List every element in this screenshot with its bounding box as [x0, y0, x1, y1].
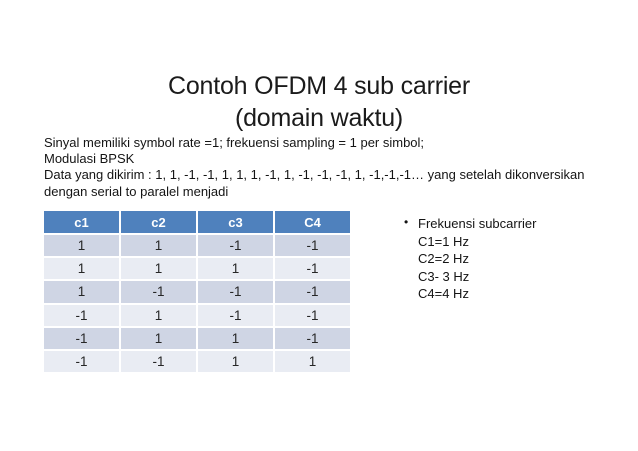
table-header-cell: c1	[44, 211, 119, 233]
frequency-list-heading: • Frekuensi subcarrier	[404, 215, 537, 233]
table-cell: 1	[275, 350, 350, 373]
slide-title-line1: Contoh OFDM 4 sub carrier	[167, 72, 471, 100]
table-cell: 1	[198, 327, 273, 349]
table-cell: 1	[121, 235, 196, 257]
table-cell: -1	[121, 281, 196, 303]
table-cell: -1	[275, 281, 350, 303]
intro-line: Modulasi BPSK	[44, 151, 135, 167]
table-header-cell: c3	[198, 211, 273, 233]
table-cell: 1	[44, 281, 119, 303]
frequency-item: C2=2 Hz	[418, 251, 469, 266]
slide-title-line2: (domain waktu)	[234, 104, 404, 132]
table-cell: 1	[44, 235, 119, 257]
subcarrier-table: c1 c2 c3 C4 1 1 -1 -1 1 1 1 -1 1 -1 -1 -…	[44, 211, 350, 373]
table-cell: -1	[44, 327, 119, 349]
table-cell: -1	[198, 304, 273, 326]
table-cell: -1	[275, 258, 350, 280]
table-cell: 1	[198, 258, 273, 280]
table-header-cell: C4	[275, 211, 350, 233]
table-cell: 1	[121, 304, 196, 326]
table-cell: -1	[275, 327, 350, 349]
frequency-item: C1=1 Hz	[418, 233, 469, 249]
table-cell: -1	[275, 304, 350, 326]
intro-line: dengan serial to paralel menjadi	[44, 183, 229, 199]
frequency-item: C4=4 Hz	[418, 286, 469, 301]
frequency-list: • Frekuensi subcarrier C1=1 Hz C2=2 Hz C…	[404, 215, 537, 303]
slide-title: Contoh OFDM 4 sub carrier (domain waktu)	[0, 70, 638, 134]
frequency-list-heading-label: Frekuensi subcarrier	[418, 216, 537, 231]
table-cell: 1	[121, 258, 196, 280]
bullet-icon: •	[404, 215, 409, 229]
table-cell: -1	[44, 304, 119, 326]
table-header-cell: c2	[121, 211, 196, 233]
intro-line: Sinyal memiliki symbol rate =1; frekuens…	[44, 135, 425, 150]
table-cell: -1	[275, 235, 350, 257]
table-cell: 1	[44, 258, 119, 280]
table-cell: 1	[198, 350, 273, 373]
intro-text: Sinyal memiliki symbol rate =1; frekuens…	[44, 135, 584, 200]
table-cell: -1	[121, 350, 196, 373]
frequency-item: C3- 3 Hz	[418, 268, 470, 284]
table-cell: -1	[198, 281, 273, 303]
intro-line: Data yang dikirim : 1, 1, -1, -1, 1, 1, …	[44, 167, 585, 183]
table-cell: 1	[121, 327, 196, 349]
table-cell: -1	[44, 350, 119, 373]
table-cell: -1	[198, 235, 273, 257]
